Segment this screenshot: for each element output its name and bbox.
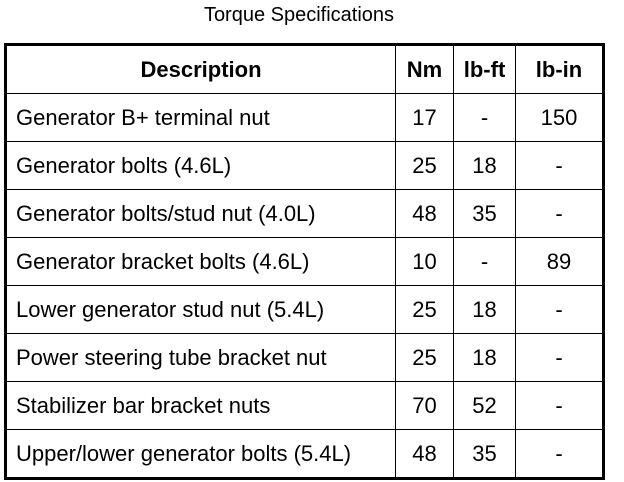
cell-lb-in: - bbox=[515, 381, 604, 430]
cell-nm: 17 bbox=[395, 93, 454, 142]
table-row: Generator bolts (4.6L) 25 18- bbox=[5, 141, 604, 190]
cell-lb-ft: - bbox=[453, 93, 516, 142]
cell-description: Generator bolts (4.6L) bbox=[5, 141, 396, 190]
cell-nm: 25 bbox=[395, 285, 454, 334]
cell-nm: 10 bbox=[395, 237, 454, 286]
table-row: Generator B+ terminal nut 17-150 bbox=[5, 93, 604, 142]
cell-nm: 25 bbox=[395, 141, 454, 190]
cell-lb-ft: 35 bbox=[453, 429, 516, 479]
cell-nm: 25 bbox=[395, 333, 454, 382]
table-row: Power steering tube bracket nut 25 18- bbox=[5, 333, 604, 382]
table-row: Generator bolts/stud nut (4.0L) 48 35- bbox=[5, 189, 604, 238]
cell-lb-ft: - bbox=[453, 237, 516, 286]
cell-description: Lower generator stud nut (5.4L) bbox=[5, 285, 396, 334]
cell-description: Generator B+ terminal nut bbox=[5, 93, 396, 142]
cell-lb-ft: 18 bbox=[453, 141, 516, 190]
header-lb-in: lb-in bbox=[515, 44, 604, 94]
table-row: Generator bracket bolts (4.6L) 10-89 bbox=[5, 237, 604, 286]
cell-nm: 70 bbox=[395, 381, 454, 430]
cell-nm: 48 bbox=[395, 189, 454, 238]
cell-lb-in: - bbox=[515, 141, 604, 190]
table-title: Torque Specifications bbox=[203, 4, 395, 26]
table-row: Lower generator stud nut (5.4L) 25 18- bbox=[5, 285, 604, 334]
cell-lb-in: - bbox=[515, 189, 604, 238]
cell-lb-ft: 18 bbox=[453, 285, 516, 334]
table-row: Upper/lower generator bolts (5.4L) 48 35- bbox=[5, 429, 604, 479]
header-nm: Nm bbox=[395, 44, 454, 94]
cell-lb-in: - bbox=[515, 333, 604, 382]
cell-lb-in: 150 bbox=[515, 93, 604, 142]
header-lb-ft: lb-ft bbox=[453, 44, 516, 94]
header-description: Description bbox=[5, 44, 396, 94]
table-row: Stabilizer bar bracket nuts 70 52- bbox=[5, 381, 604, 430]
cell-description: Generator bracket bolts (4.6L) bbox=[5, 237, 396, 286]
cell-lb-in: - bbox=[515, 429, 604, 479]
header-row: Description Nm lb-ft lb-in bbox=[5, 44, 604, 94]
cell-lb-ft: 35 bbox=[453, 189, 516, 238]
cell-description: Generator bolts/stud nut (4.0L) bbox=[5, 189, 396, 238]
torque-table: Description Nm lb-ft lb-in Generator B+ … bbox=[4, 43, 605, 480]
cell-lb-in: 89 bbox=[515, 237, 604, 286]
cell-lb-in: - bbox=[515, 285, 604, 334]
cell-description: Power steering tube bracket nut bbox=[5, 333, 396, 382]
cell-description: Upper/lower generator bolts (5.4L) bbox=[5, 429, 396, 479]
cell-lb-ft: 52 bbox=[453, 381, 516, 430]
cell-nm: 48 bbox=[395, 429, 454, 479]
cell-description: Stabilizer bar bracket nuts bbox=[5, 381, 396, 430]
cell-lb-ft: 18 bbox=[453, 333, 516, 382]
